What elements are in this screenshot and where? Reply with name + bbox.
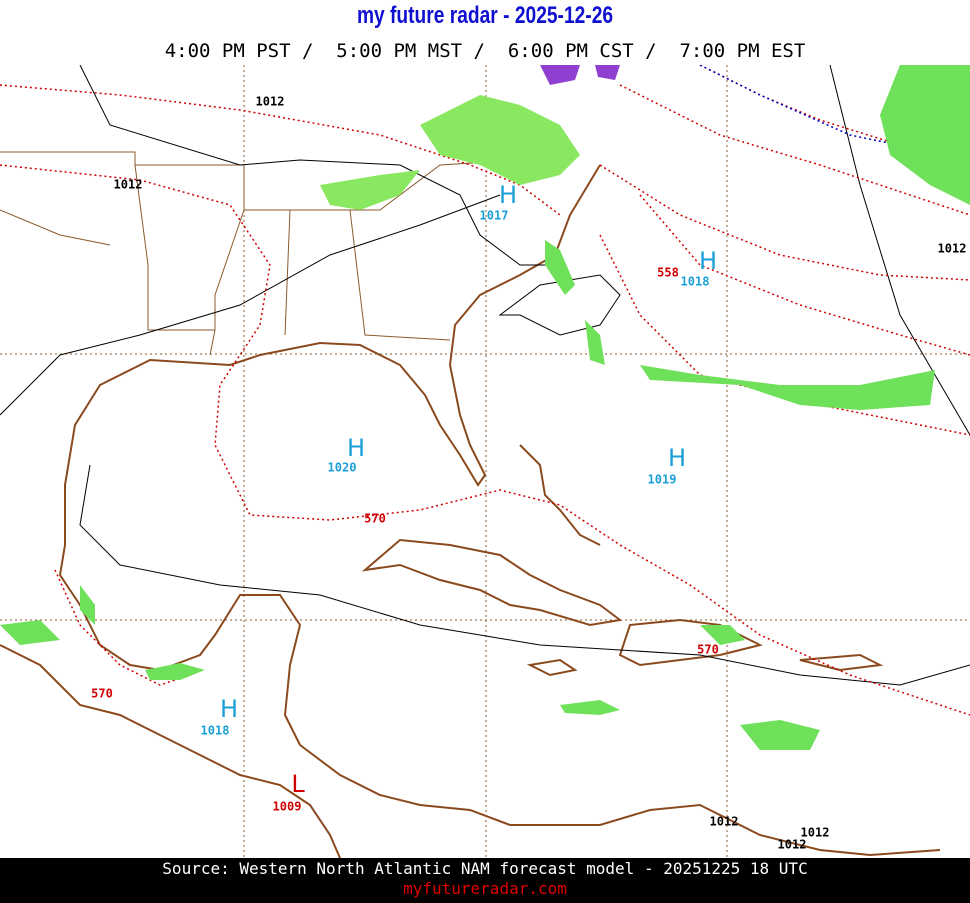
map-label: 570 — [364, 512, 386, 526]
footer-source: Source: Western North Atlantic NAM forec… — [162, 859, 808, 878]
map-label: H — [499, 181, 517, 209]
map-label: 558 — [657, 266, 679, 280]
map-label: L — [291, 770, 305, 798]
map-label: 1012 — [710, 815, 739, 829]
borders — [0, 151, 521, 356]
map-label: 1012 — [256, 95, 285, 109]
map-label: 1012 — [801, 826, 830, 840]
map-label: H — [220, 695, 238, 723]
radar — [0, 65, 970, 750]
times: 4:00 PM PST / 5:00 PM MST / 6:00 PM CST … — [164, 40, 806, 62]
map-label: 1012 — [114, 178, 143, 192]
thickness-lines — [0, 65, 970, 716]
map-label: 1018 — [681, 275, 710, 289]
footer: Source: Western North Atlantic NAM forec… — [0, 858, 970, 903]
map-label: 1019 — [648, 473, 677, 487]
map-label: 570 — [697, 643, 719, 657]
isobars — [0, 65, 970, 686]
map-label: H — [347, 434, 365, 462]
map-label: 1009 — [273, 800, 302, 814]
map-label: 1012 — [778, 838, 807, 852]
coastline — [0, 164, 941, 858]
grid — [0, 65, 970, 858]
title: my future radar - 2025-12-26 — [356, 2, 614, 29]
map-label: H — [668, 444, 686, 472]
radar-mix — [540, 65, 620, 85]
map-label: 570 — [91, 687, 113, 701]
map-label: H — [699, 247, 717, 275]
map-label: 1018 — [201, 724, 230, 738]
map-label: 1017 — [480, 209, 509, 223]
map-label: 1012 — [938, 242, 967, 256]
footer-url: myfutureradar.com — [403, 879, 567, 898]
map-label: 1020 — [328, 461, 357, 475]
